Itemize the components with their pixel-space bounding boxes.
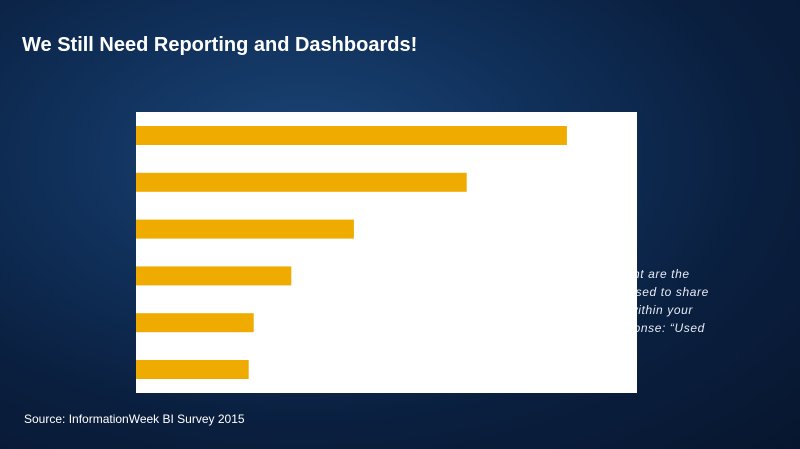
slide-title: We Still Need Reporting and Dashboards!	[22, 34, 418, 56]
bar-chart	[136, 126, 567, 379]
bar	[136, 126, 567, 145]
source-note: Source: InformationWeek BI Survey 2015	[24, 412, 245, 426]
bar	[136, 313, 254, 333]
bar	[136, 172, 467, 192]
bar	[136, 266, 292, 286]
bar	[136, 219, 354, 239]
chart-panel	[136, 112, 637, 393]
bar	[136, 360, 249, 379]
